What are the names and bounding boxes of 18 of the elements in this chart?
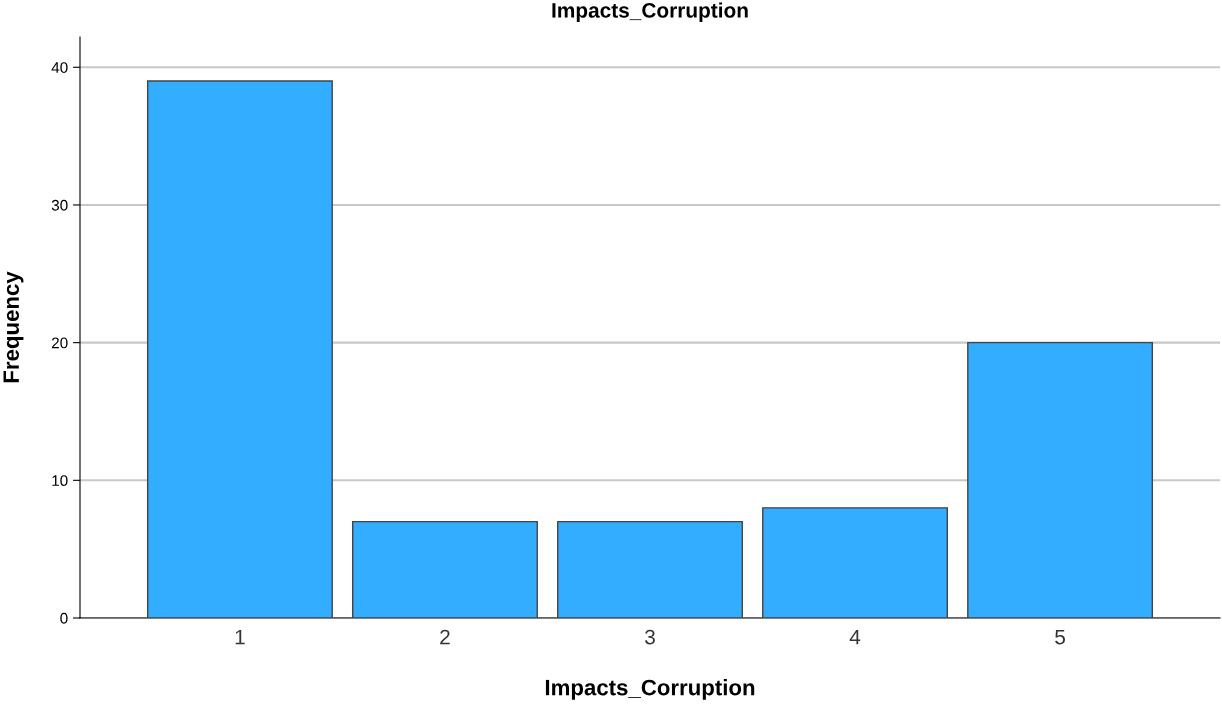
x-tick-label: 2 [440, 629, 450, 645]
x-tick-label: 4 [849, 629, 861, 645]
x-tick-label: 3 [645, 629, 655, 645]
chart-title: Impacts_Corruption [552, 2, 748, 22]
bar [762, 507, 948, 618]
x-axis-title: Impacts_Corruption [545, 679, 755, 700]
x-tick-label: 1 [235, 629, 245, 645]
y-tick-label: 40 [51, 62, 68, 73]
bar [352, 520, 538, 618]
x-tick-label: 5 [1055, 629, 1065, 645]
bar [557, 520, 743, 618]
y-axis-title: Frequency [3, 271, 24, 383]
bar [146, 80, 333, 618]
y-tick-label: 0 [60, 612, 68, 624]
y-tick-label: 20 [51, 337, 68, 349]
y-tick-label: 10 [52, 475, 68, 487]
bar [967, 341, 1154, 618]
y-tick-label: 30 [51, 199, 68, 211]
